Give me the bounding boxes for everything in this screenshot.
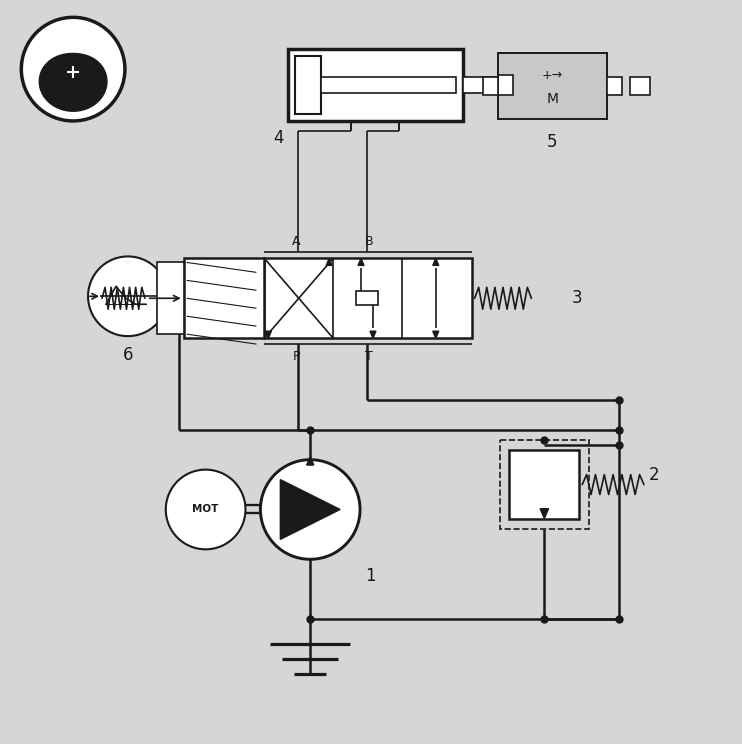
Text: 3: 3 [571,289,582,307]
Bar [498,54,607,119]
Text: M: M [546,92,558,106]
Bar [463,77,498,93]
Text: A: A [292,235,301,248]
Bar [295,57,321,114]
Circle shape [260,460,360,559]
Bar [607,77,622,95]
Bar [356,292,378,305]
Bar [499,440,589,530]
Bar [321,77,456,93]
Text: 4: 4 [273,129,283,147]
Bar [157,263,184,334]
Polygon shape [306,457,314,465]
Bar [184,258,264,338]
Circle shape [22,17,125,121]
Polygon shape [358,258,364,266]
Polygon shape [433,331,439,338]
Bar [498,75,513,95]
Bar [630,77,650,95]
Bar [289,49,463,121]
Text: T: T [365,350,373,363]
Bar [264,258,472,338]
Bar [510,449,580,519]
Polygon shape [370,331,376,338]
Circle shape [88,257,168,336]
Circle shape [165,469,246,549]
Text: 2: 2 [649,466,660,484]
Text: B: B [365,235,373,248]
Polygon shape [266,331,272,338]
Polygon shape [540,509,548,519]
Polygon shape [326,258,332,266]
Text: 6: 6 [122,346,133,364]
Polygon shape [39,54,107,111]
Polygon shape [280,480,340,539]
Text: 5: 5 [547,133,557,151]
Text: P: P [292,350,300,363]
Bar [482,77,498,95]
Text: MOT: MOT [192,504,219,515]
Polygon shape [433,258,439,266]
Text: +→: +→ [542,68,563,82]
Text: 1: 1 [364,567,375,586]
